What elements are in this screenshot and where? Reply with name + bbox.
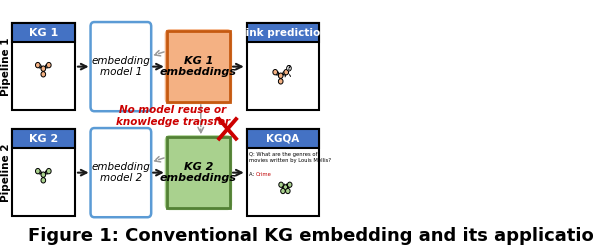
Text: ?: ? [287,65,291,71]
Bar [167,137,230,208]
Circle shape [41,72,46,77]
FancyBboxPatch shape [11,23,75,110]
Text: embedding
model 1: embedding model 1 [91,56,151,77]
Text: KG 2
embeddings: KG 2 embeddings [160,162,237,184]
FancyBboxPatch shape [247,23,319,42]
Circle shape [287,182,292,187]
Circle shape [287,66,291,71]
Text: No model reuse or
knowledge transfer: No model reuse or knowledge transfer [116,105,230,127]
Circle shape [46,169,51,174]
FancyBboxPatch shape [247,129,319,216]
Text: KG 1: KG 1 [29,28,58,38]
Circle shape [281,188,285,194]
FancyBboxPatch shape [91,22,151,111]
Circle shape [41,66,46,71]
Text: KG 2: KG 2 [29,134,58,144]
FancyBboxPatch shape [91,128,151,217]
FancyBboxPatch shape [166,30,231,103]
Circle shape [283,185,287,190]
Text: Q: What are the genres of
movies written by Louis Mellis?: Q: What are the genres of movies written… [250,152,332,163]
Text: KG 1
embeddings: KG 1 embeddings [160,56,237,77]
Circle shape [41,172,46,177]
Circle shape [35,169,40,174]
Circle shape [278,79,283,84]
Circle shape [35,62,40,68]
Text: Pipeline 1: Pipeline 1 [1,37,11,96]
Circle shape [278,73,283,78]
FancyBboxPatch shape [247,129,319,148]
Circle shape [46,62,51,68]
FancyBboxPatch shape [11,23,75,42]
FancyBboxPatch shape [11,129,75,148]
Text: Figure 1: Conventional KG embedding and its applicatio: Figure 1: Conventional KG embedding and … [28,227,594,245]
Text: KGQA: KGQA [266,134,299,144]
Text: Link prediction: Link prediction [239,28,328,38]
Circle shape [284,69,289,75]
FancyBboxPatch shape [247,23,319,110]
Text: Crime: Crime [256,172,271,177]
FancyBboxPatch shape [166,136,231,209]
Circle shape [286,188,290,194]
Circle shape [279,182,283,187]
Text: embedding
model 2: embedding model 2 [91,162,151,184]
Circle shape [273,69,278,75]
Text: Pipeline 2: Pipeline 2 [1,143,11,202]
Bar [167,31,230,102]
Text: A:: A: [250,172,256,177]
Circle shape [41,178,46,183]
FancyBboxPatch shape [11,129,75,216]
